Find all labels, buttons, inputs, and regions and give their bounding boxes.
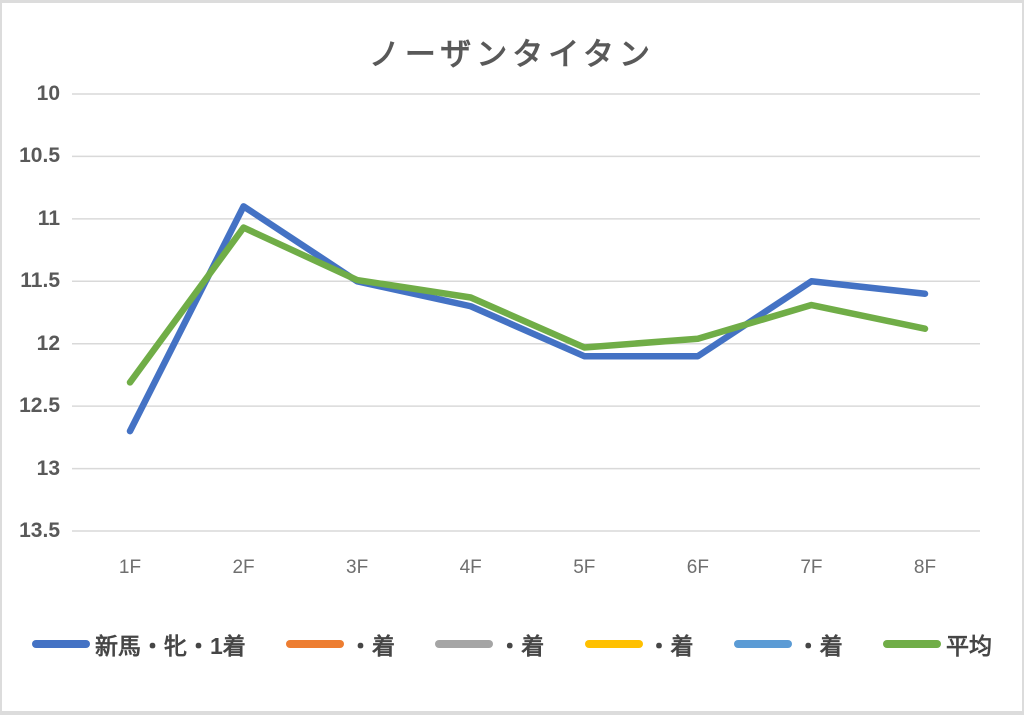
y-tick-label: 12.5: [19, 394, 60, 418]
series-line-0: [126, 203, 929, 435]
y-tick-label: 10.5: [19, 144, 60, 168]
y-tick-label: 12: [36, 331, 60, 355]
y-tick-label: 10: [36, 82, 60, 105]
series-line-5: [126, 224, 929, 386]
legend-swatch-icon: [882, 640, 941, 648]
legend-label: 平均: [945, 633, 992, 659]
plot-area: [72, 93, 980, 532]
y-tick-label: 11.5: [20, 269, 60, 293]
legend-label: ・着: [796, 633, 843, 659]
y-tick-label: 13.5: [19, 519, 60, 542]
x-tick-label: 6F: [686, 557, 709, 578]
y-tick-label: 13: [36, 456, 60, 480]
legend: 新馬・牝・1着 ・着 ・着 ・着 ・着 平均: [32, 619, 992, 669]
legend-label: ・着: [498, 633, 545, 659]
x-tick-label: 7F: [800, 557, 823, 578]
legend-label: ・着: [349, 633, 396, 659]
legend-swatch-icon: [286, 640, 345, 648]
legend-item-1: ・着: [286, 627, 395, 661]
x-tick-label: 4F: [459, 557, 482, 578]
legend-label: 新馬・牝・1着: [95, 633, 246, 659]
legend-item-5: 平均: [882, 627, 992, 661]
x-tick-label: 3F: [346, 557, 369, 578]
x-tick-label: 2F: [232, 557, 255, 578]
legend-swatch-icon: [733, 640, 792, 648]
legend-swatch-icon: [32, 640, 90, 648]
legend-item-0: 新馬・牝・1着: [32, 627, 246, 661]
x-tick-label: 5F: [573, 557, 596, 578]
legend-item-2: ・着: [435, 627, 544, 661]
legend-swatch-icon: [584, 640, 643, 648]
chart-title: ノーザンタイタン: [368, 37, 656, 72]
legend-item-4: ・着: [733, 627, 843, 661]
legend-item-3: ・着: [584, 627, 694, 661]
x-tick-label: 8F: [913, 557, 937, 578]
y-tick-label: 11: [37, 206, 60, 230]
legend-label: ・着: [647, 633, 694, 659]
x-tick-label: 1F: [118, 557, 142, 578]
legend-swatch-icon: [435, 640, 494, 648]
